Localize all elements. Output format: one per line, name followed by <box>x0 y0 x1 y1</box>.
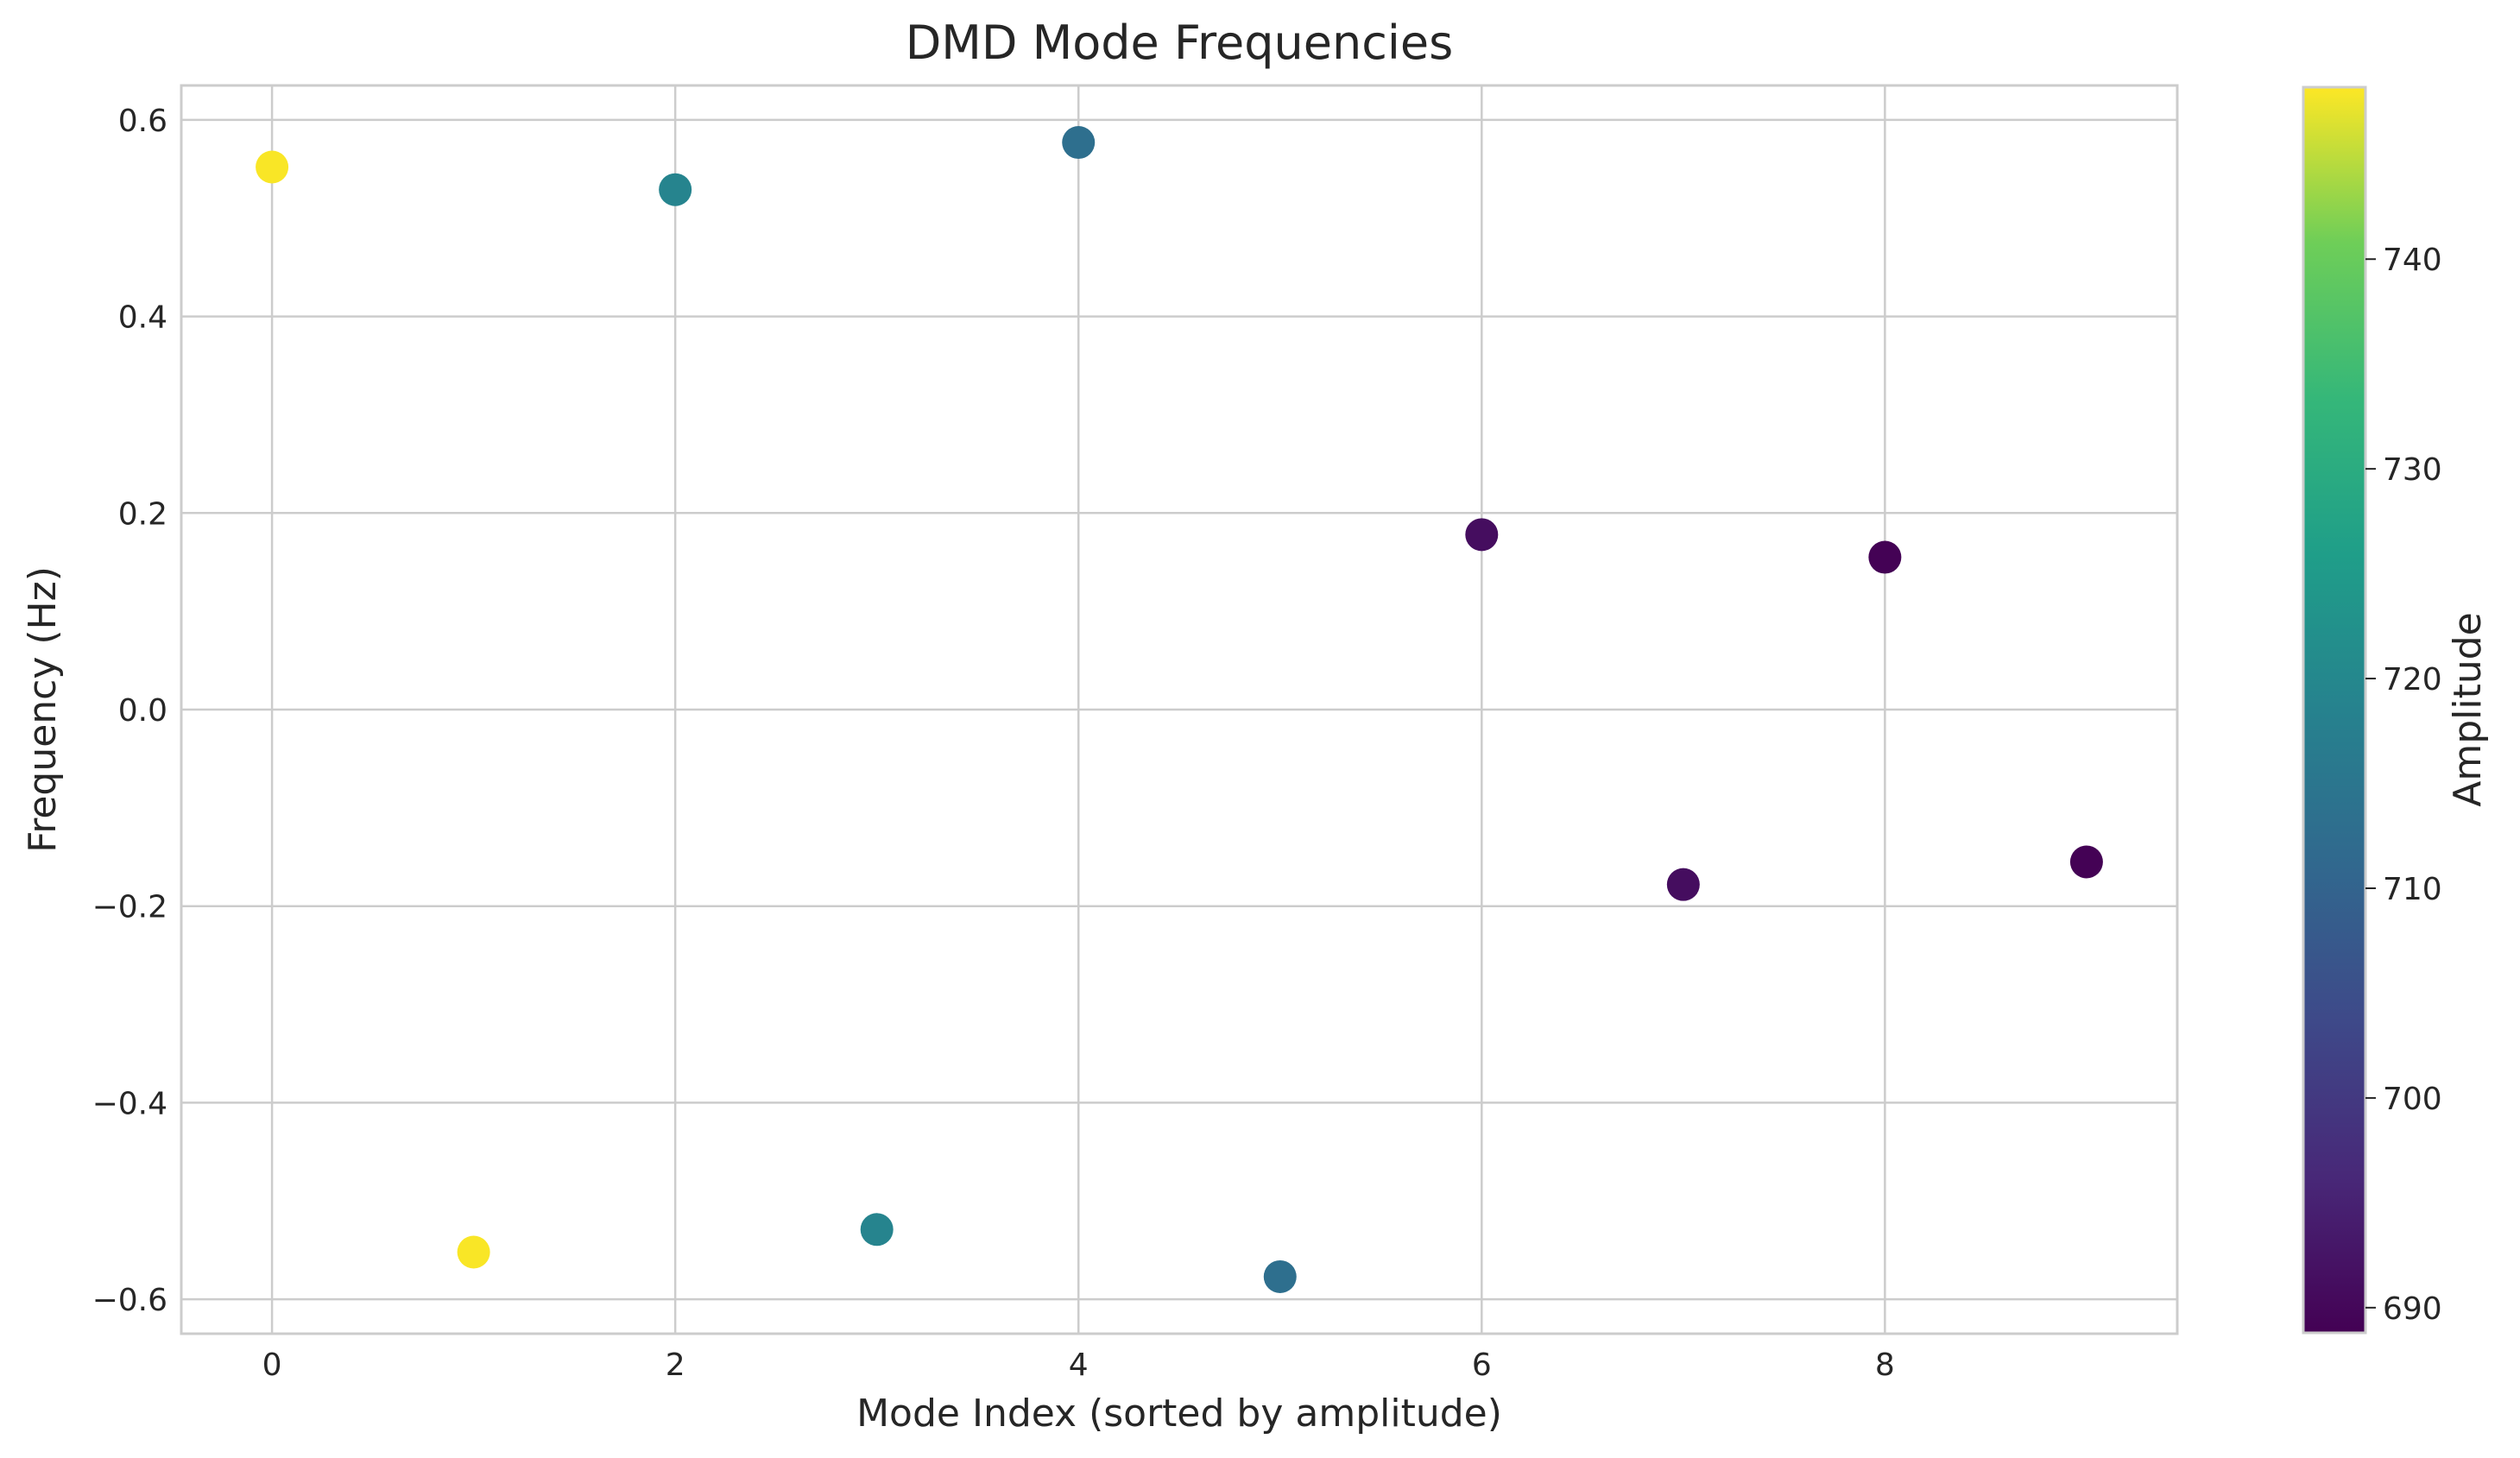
y-axis-ticks: −0.6 −0.4 −0.2 0.0 0.2 0.4 0.6 <box>92 104 167 1318</box>
x-tick-label: 4 <box>1069 1348 1089 1383</box>
y-tick-label: 0.2 <box>118 496 167 532</box>
data-point <box>1062 126 1096 160</box>
y-tick-label: −0.6 <box>92 1283 167 1318</box>
data-point <box>1666 868 1700 901</box>
data-point <box>457 1235 490 1269</box>
y-tick-label: −0.4 <box>92 1086 167 1121</box>
y-tick-label: 0.6 <box>118 104 167 139</box>
colorbar-tick-label: 710 <box>2383 872 2442 907</box>
scatter-points <box>256 126 2103 1293</box>
colorbar-label: Amplitude <box>2446 612 2490 806</box>
colorbar-tick-label: 740 <box>2383 243 2442 278</box>
grid-lines <box>181 85 2177 1334</box>
data-point <box>1465 518 1499 552</box>
chart-title: DMD Mode Frequencies <box>906 16 1454 70</box>
data-point <box>1868 540 1902 574</box>
data-point <box>1263 1259 1297 1293</box>
data-point <box>860 1213 894 1247</box>
colorbar-tick-label: 730 <box>2383 452 2442 488</box>
plot-area-frame <box>180 84 2179 1335</box>
data-point <box>659 173 692 206</box>
colorbar <box>2302 85 2367 1335</box>
colorbar-tick-label: 720 <box>2383 662 2442 697</box>
x-tick-label: 2 <box>666 1348 685 1383</box>
colorbar-ticks: 690 700 710 720 730 740 <box>2365 243 2442 1327</box>
colorbar-tick-label: 700 <box>2383 1082 2442 1117</box>
x-axis-label: Mode Index (sorted by amplitude) <box>856 1392 1502 1436</box>
data-point <box>256 150 289 184</box>
x-tick-label: 6 <box>1472 1348 1492 1383</box>
colorbar-tick-label: 690 <box>2383 1291 2442 1327</box>
y-axis-label: Frequency (Hz) <box>21 566 65 853</box>
data-point <box>2069 845 2103 879</box>
y-tick-label: 0.4 <box>118 300 167 336</box>
x-tick-label: 8 <box>1875 1348 1895 1383</box>
y-tick-label: 0.0 <box>118 693 167 729</box>
x-tick-label: 0 <box>262 1348 282 1383</box>
y-tick-label: −0.2 <box>92 890 167 925</box>
x-axis-ticks: 0 2 4 6 8 <box>262 1348 1895 1383</box>
